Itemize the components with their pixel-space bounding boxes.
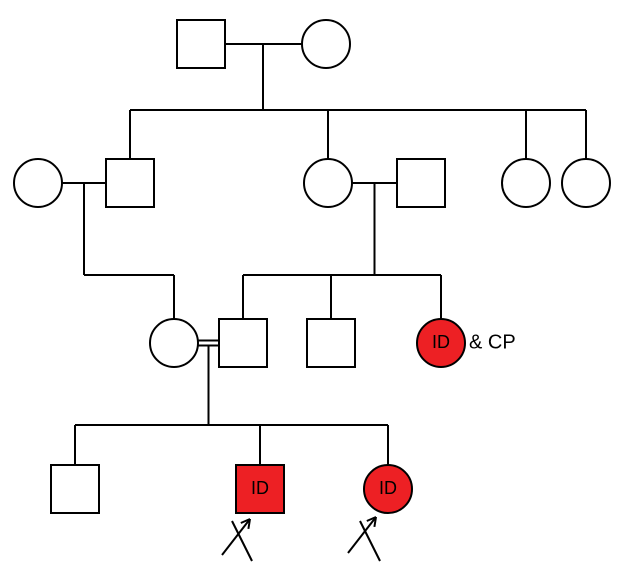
node-ext-label: & CP (469, 331, 516, 353)
female-unaffected-node (150, 319, 198, 367)
female-unaffected-node (502, 159, 550, 207)
female-unaffected-node (562, 159, 610, 207)
node-label: ID (432, 332, 450, 352)
male-unaffected-node (106, 159, 154, 207)
proband-arrow-shaft (348, 517, 376, 553)
node-label: ID (379, 478, 397, 498)
female-unaffected-node (14, 159, 62, 207)
male-unaffected-node (51, 465, 99, 513)
female-unaffected-node (302, 20, 350, 68)
male-unaffected-node (307, 319, 355, 367)
node-label: ID (251, 478, 269, 498)
male-unaffected-node (219, 319, 267, 367)
male-unaffected-node (177, 20, 225, 68)
proband-arrow (360, 521, 380, 561)
male-unaffected-node (397, 159, 445, 207)
female-unaffected-node (304, 159, 352, 207)
